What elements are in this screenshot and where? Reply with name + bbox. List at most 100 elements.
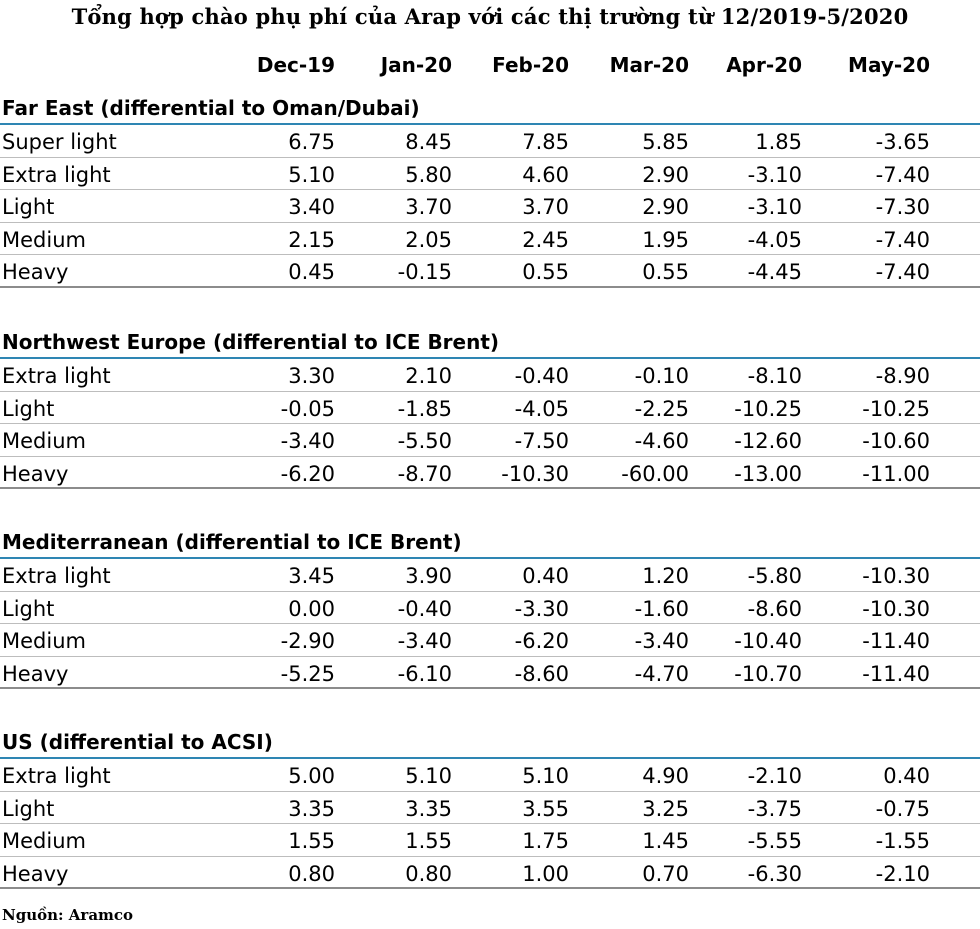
table-cell: -10.30	[862, 596, 930, 621]
table-cell: 3.90	[405, 564, 452, 588]
row-label: Light	[2, 596, 55, 621]
table-cell: 3.35	[288, 796, 335, 821]
table-cell: -2.10	[875, 861, 930, 886]
table-cell: 0.80	[405, 861, 452, 886]
table-cell: -6.30	[747, 861, 802, 886]
table-cell: -3.40	[280, 429, 335, 454]
section-us: US (differential to ACSI) Extra light 5.…	[0, 728, 980, 890]
table-cell: 1.00	[522, 861, 569, 886]
table-cell: -5.50	[397, 429, 452, 454]
row-label: Light	[2, 396, 55, 421]
table-cell: -10.60	[862, 429, 930, 454]
row-label: Extra light	[2, 364, 111, 388]
column-header: Apr-20	[726, 53, 802, 77]
table-cell: -5.80	[747, 564, 802, 588]
table-cell: -2.90	[280, 629, 335, 654]
table-cell: -4.05	[747, 227, 802, 252]
table-row: Heavy 0.80 0.80 1.00 0.70 -6.30 -2.10	[0, 857, 980, 890]
table-cell: 1.55	[288, 829, 335, 854]
table-cell: 2.90	[642, 162, 689, 187]
table-cell: -12.60	[734, 429, 802, 454]
table-cell: -10.70	[734, 661, 802, 686]
column-header: Jan-20	[380, 53, 452, 77]
table-row: Extra light 3.45 3.90 0.40 1.20 -5.80 -1…	[0, 559, 980, 592]
table-cell: 3.70	[405, 195, 452, 220]
table-cell: -7.50	[514, 429, 569, 454]
table-cell: 3.25	[642, 796, 689, 821]
row-label: Super light	[2, 130, 117, 154]
table-cell: -11.40	[862, 661, 930, 686]
table-cell: 5.80	[405, 162, 452, 187]
table-cell: -8.60	[747, 596, 802, 621]
section-divider	[0, 757, 980, 759]
table-cell: 3.40	[288, 195, 335, 220]
table-row: Light -0.05 -1.85 -4.05 -2.25 -10.25 -10…	[0, 392, 980, 425]
column-header: Dec-19	[256, 53, 335, 77]
table-cell: -3.75	[747, 796, 802, 821]
table-cell: 2.05	[405, 227, 452, 252]
row-label: Medium	[2, 629, 86, 654]
table-cell: 0.80	[288, 861, 335, 886]
section-title: Northwest Europe (differential to ICE Br…	[2, 330, 500, 354]
table-row: Light 3.40 3.70 3.70 2.90 -3.10 -7.30	[0, 190, 980, 223]
table-cell: 3.55	[522, 796, 569, 821]
table-cell: 0.00	[288, 596, 335, 621]
section-title: Mediterranean (differential to ICE Brent…	[2, 530, 462, 554]
table-row: Medium -2.90 -3.40 -6.20 -3.40 -10.40 -1…	[0, 624, 980, 657]
row-label: Medium	[2, 829, 86, 854]
table-cell: -6.10	[397, 661, 452, 686]
table-cell: -0.10	[634, 364, 689, 388]
column-header: Mar-20	[609, 53, 689, 77]
table-cell: -0.40	[397, 596, 452, 621]
section-title: US (differential to ACSI)	[2, 730, 273, 754]
table-cell: -7.40	[875, 260, 930, 285]
table-row: Heavy -5.25 -6.10 -8.60 -4.70 -10.70 -11…	[0, 657, 980, 690]
table-cell: -4.45	[747, 260, 802, 285]
table-cell: 0.55	[522, 260, 569, 285]
column-header: Feb-20	[492, 53, 569, 77]
table-row: Light 0.00 -0.40 -3.30 -1.60 -8.60 -10.3…	[0, 592, 980, 625]
table-cell: -0.75	[875, 796, 930, 821]
table-cell: 1.85	[755, 130, 802, 154]
row-label: Heavy	[2, 461, 69, 486]
table-cell: -10.30	[501, 461, 569, 486]
table-row: Medium -3.40 -5.50 -7.50 -4.60 -12.60 -1…	[0, 424, 980, 457]
table-cell: 5.00	[288, 764, 335, 788]
table-cell: -7.40	[875, 227, 930, 252]
table-cell: 0.45	[288, 260, 335, 285]
table-cell: 7.85	[522, 130, 569, 154]
table-cell: -7.40	[875, 162, 930, 187]
table-cell: 0.40	[522, 564, 569, 588]
table-row: Super light 6.75 8.45 7.85 5.85 1.85 -3.…	[0, 125, 980, 158]
table-cell: 8.45	[405, 130, 452, 154]
source-note: Nguồn: Aramco	[2, 906, 134, 924]
table-cell: 3.35	[405, 796, 452, 821]
table-row: Extra light 3.30 2.10 -0.40 -0.10 -8.10 …	[0, 359, 980, 392]
table-cell: -8.60	[514, 661, 569, 686]
table-cell: -10.30	[862, 564, 930, 588]
table-cell: -6.20	[280, 461, 335, 486]
row-label: Light	[2, 195, 55, 220]
section-far-east: Far East (differential to Oman/Dubai) Su…	[0, 94, 980, 288]
table-cell: 1.95	[642, 227, 689, 252]
row-label: Extra light	[2, 162, 111, 187]
row-label: Light	[2, 796, 55, 821]
table-cell: -60.00	[621, 461, 689, 486]
table-row: Extra light 5.00 5.10 5.10 4.90 -2.10 0.…	[0, 759, 980, 792]
table-cell: -1.60	[634, 596, 689, 621]
table-cell: -11.00	[862, 461, 930, 486]
table-cell: -13.00	[734, 461, 802, 486]
table-cell: -8.70	[397, 461, 452, 486]
table-cell: 0.70	[642, 861, 689, 886]
row-label: Medium	[2, 227, 86, 252]
table-cell: -0.05	[280, 396, 335, 421]
section-divider	[0, 557, 980, 559]
table-cell: 1.55	[405, 829, 452, 854]
column-header: May-20	[848, 53, 930, 77]
table-cell: 2.10	[405, 364, 452, 388]
table-cell: -4.70	[634, 661, 689, 686]
table-cell: -1.85	[397, 396, 452, 421]
table-cell: 3.70	[522, 195, 569, 220]
table-row: Heavy 0.45 -0.15 0.55 0.55 -4.45 -7.40	[0, 255, 980, 288]
table-cell: 3.30	[288, 364, 335, 388]
